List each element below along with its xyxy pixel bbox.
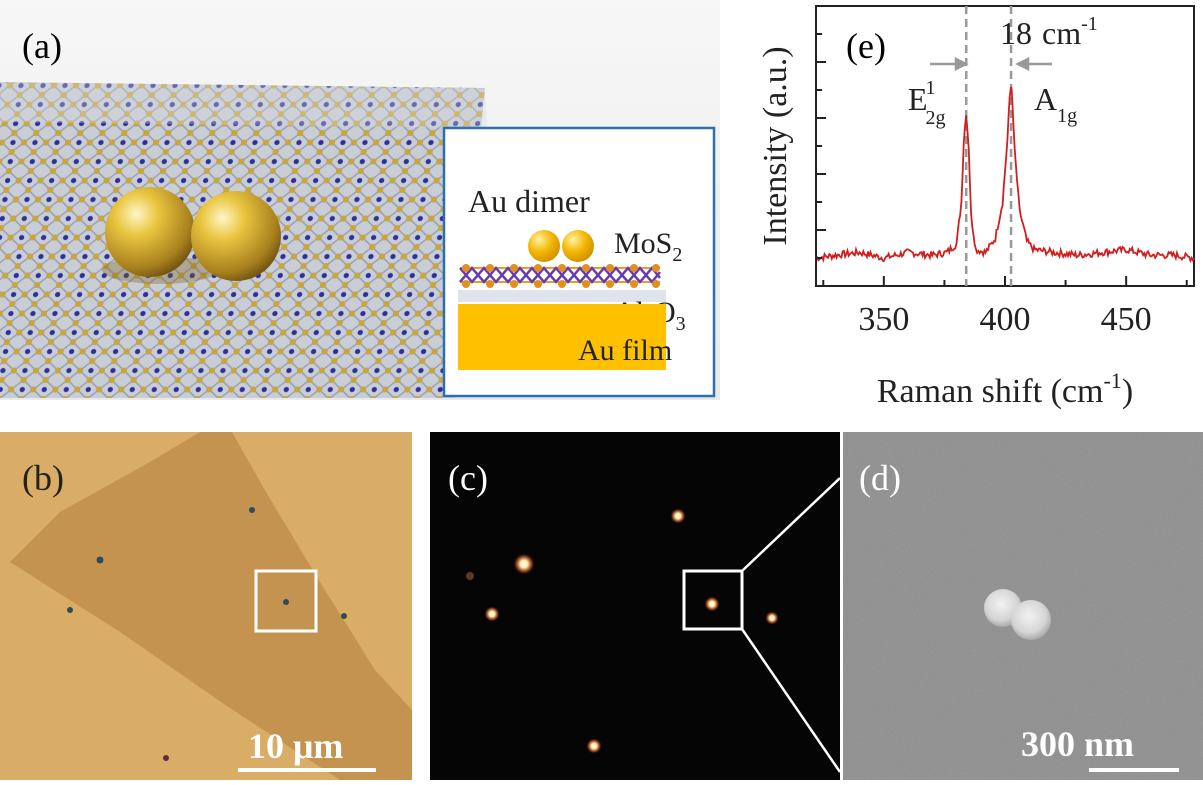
panel-c-darkfield-image: (c) [430, 432, 842, 780]
zoom-line-top [741, 477, 841, 572]
inset-al2o3-layer [458, 290, 666, 302]
x-axis-label: Raman shift (cm-1) [877, 368, 1133, 410]
selection-box-b [254, 569, 318, 633]
scattering-spots [466, 508, 779, 754]
panel-d: (d) 300 nm [843, 432, 1203, 780]
inset-au-film-label: Au film [578, 334, 672, 367]
panel-a-illustration: (a) Au dimer MoS2 Al2O3 [0, 0, 720, 400]
panel-d-sem-image: (d) 300 nm [843, 432, 1203, 780]
gap-arrows [930, 56, 1052, 72]
x-tick-label-400: 400 [980, 301, 1031, 338]
x-tick-label-450: 450 [1101, 301, 1152, 338]
inset-mos2-label: MoS2 [614, 227, 682, 266]
y-axis-label: Intensity (a.u.) [757, 46, 794, 245]
raman-chart: 350 400 450 (e) 18 cm-1 E1 2g A1g Intensity … [757, 5, 1195, 410]
panel-a: (a) Au dimer MoS2 Al2O3 [0, 0, 720, 400]
raman-series-line [815, 86, 1195, 264]
panel-a-label: (a) [22, 26, 62, 66]
inset-mos2-layer [459, 264, 661, 288]
mos2-flake [10, 432, 412, 780]
y-axis-ticks [816, 33, 826, 259]
zoom-line-bottom [740, 628, 842, 773]
inset-dimer-sphere-right [562, 230, 594, 262]
panel-d-label: (d) [859, 458, 901, 498]
sem-dimer [984, 589, 1051, 640]
panel-c: (c) [430, 432, 842, 780]
peak-gap-annotation: 18 cm-1 [1000, 13, 1098, 51]
inset-dimer-sphere-left [528, 230, 560, 262]
inset-title: Au dimer [468, 183, 590, 219]
panel-b-label: (b) [22, 458, 64, 498]
peak-label-a1g: A1g [1034, 81, 1077, 127]
scale-bar-b-label: 10 μm [248, 726, 343, 766]
panel-e-label: (e) [846, 26, 886, 66]
panel-c-label: (c) [448, 458, 488, 498]
peak-label-e2g: E1 2g [908, 77, 946, 129]
selection-box-c [682, 569, 744, 631]
plot-frame [815, 5, 1195, 287]
scale-bar-d-label: 300 nm [1021, 724, 1134, 764]
panel-b-optical-image: (b) 10 μm [0, 432, 412, 780]
panel-a-inset: Au dimer MoS2 Al2O3 Au film [442, 126, 716, 398]
x-tick-label-350: 350 [858, 301, 909, 338]
au-dimer-3d [102, 187, 281, 284]
nanoparticle-dots [67, 507, 347, 761]
panel-b: (b) 10 μm [0, 432, 412, 780]
inset-au-film [458, 304, 666, 370]
panel-e: 350 400 450 (e) 18 cm-1 E1 2g A1g Intensity … [730, 0, 1203, 420]
x-axis-ticks: 350 400 450 [822, 276, 1188, 338]
reference-lines [964, 6, 1013, 286]
